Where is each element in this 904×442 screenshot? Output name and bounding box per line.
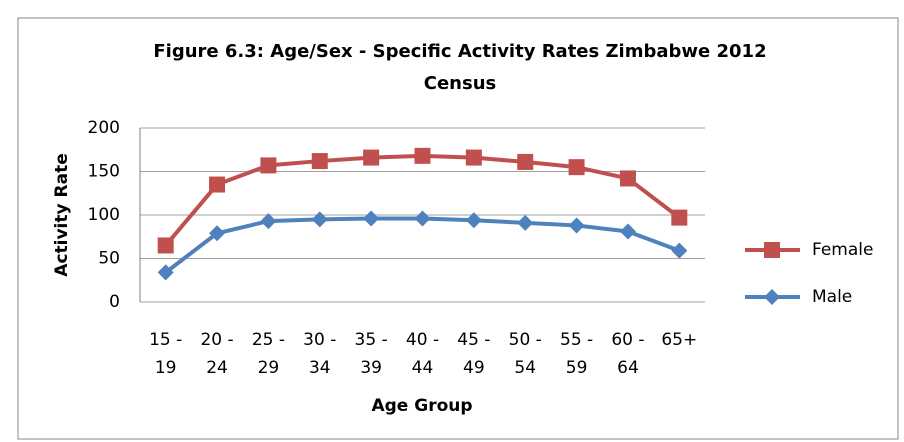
- marker: [311, 211, 328, 228]
- x-tick-label: 50 -54: [509, 330, 542, 378]
- x-tick-label: 45 -49: [457, 330, 490, 378]
- marker: [363, 149, 380, 166]
- marker: [517, 153, 534, 170]
- marker: [414, 210, 431, 227]
- marker: [311, 153, 328, 170]
- marker: [619, 170, 636, 187]
- marker: [363, 210, 380, 227]
- marker: [671, 209, 688, 226]
- legend-marker: [764, 289, 780, 305]
- legend-label: Male: [812, 287, 852, 307]
- x-tick-label: 65+: [661, 330, 697, 350]
- marker: [157, 264, 174, 281]
- y-tick-label: 0: [109, 292, 120, 312]
- x-tick-label: 20 -24: [200, 330, 233, 378]
- x-tick-label: 25 -29: [252, 330, 285, 378]
- y-axis-title: Activity Rate: [52, 153, 72, 276]
- marker: [260, 157, 277, 174]
- marker: [517, 214, 534, 231]
- x-tick-label: 35 -39: [355, 330, 388, 378]
- y-tick-label: 50: [98, 249, 120, 269]
- legend-label: Female: [812, 240, 873, 260]
- marker: [209, 225, 226, 242]
- chart-title: Figure 6.3: Age/Sex - Specific Activity …: [153, 41, 766, 94]
- y-tick-label: 200: [88, 118, 120, 138]
- marker: [465, 149, 482, 166]
- marker: [568, 159, 585, 176]
- marker: [209, 176, 226, 193]
- x-axis-title: Age Group: [371, 396, 472, 416]
- chart-frame: [17, 17, 899, 440]
- marker: [465, 212, 482, 229]
- x-tick-label: 30 -34: [303, 330, 336, 378]
- x-tick-label: 15 -19: [149, 330, 182, 378]
- marker: [157, 237, 174, 254]
- y-tick-label: 150: [88, 162, 120, 182]
- marker: [568, 217, 585, 234]
- x-tick-label: 40 -44: [406, 330, 439, 378]
- legend-marker: [764, 242, 780, 258]
- x-tick-label: 60 -64: [611, 330, 644, 378]
- y-tick-label: 100: [88, 205, 120, 225]
- marker: [414, 147, 431, 164]
- x-tick-label: 55 -59: [560, 330, 593, 378]
- marker: [619, 223, 636, 240]
- marker: [260, 213, 277, 230]
- marker: [671, 242, 688, 259]
